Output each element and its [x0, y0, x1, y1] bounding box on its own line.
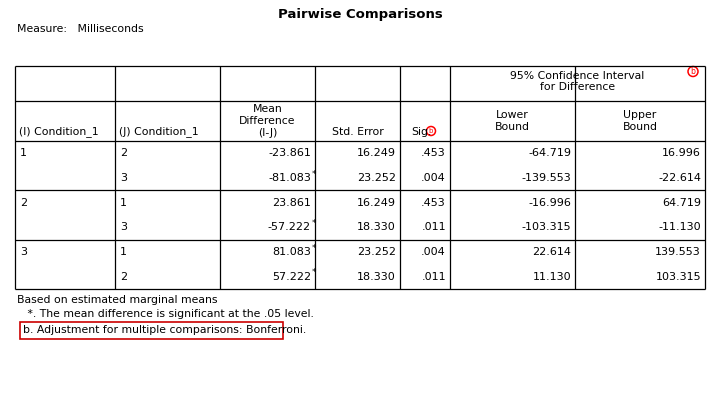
Text: -22.614: -22.614 [658, 173, 701, 183]
Text: 22.614: 22.614 [532, 247, 571, 257]
Text: 1: 1 [20, 148, 27, 158]
Text: -103.315: -103.315 [521, 222, 571, 232]
Text: -139.553: -139.553 [521, 173, 571, 183]
Text: -57.222: -57.222 [268, 222, 311, 232]
Text: Std. Error: Std. Error [332, 127, 383, 137]
Text: (I) Condition_1: (I) Condition_1 [19, 126, 99, 137]
Text: .453: .453 [421, 198, 446, 208]
Text: 81.083: 81.083 [272, 247, 311, 257]
Text: (J) Condition_1: (J) Condition_1 [119, 126, 199, 137]
Text: 3: 3 [120, 173, 127, 183]
Text: 57.222: 57.222 [272, 272, 311, 282]
Text: Sig.: Sig. [411, 127, 431, 137]
Text: 16.249: 16.249 [357, 198, 396, 208]
Text: Lower
Bound: Lower Bound [495, 110, 530, 132]
Text: Upper
Bound: Upper Bound [623, 110, 657, 132]
Text: 16.249: 16.249 [357, 148, 396, 158]
Text: 3: 3 [20, 247, 27, 257]
Text: .011: .011 [421, 272, 446, 282]
Text: Measure:   Milliseconds: Measure: Milliseconds [17, 24, 143, 34]
Text: 2: 2 [20, 198, 27, 208]
Text: 1: 1 [120, 247, 127, 257]
Text: *: * [312, 219, 317, 228]
Text: *: * [312, 268, 317, 277]
Text: 103.315: 103.315 [655, 272, 701, 282]
Text: b: b [690, 67, 696, 76]
Text: Pairwise Comparisons: Pairwise Comparisons [278, 8, 442, 21]
Text: .453: .453 [421, 148, 446, 158]
Text: 2: 2 [120, 272, 127, 282]
Text: 2: 2 [120, 148, 127, 158]
Text: 3: 3 [120, 222, 127, 232]
Text: *. The mean difference is significant at the .05 level.: *. The mean difference is significant at… [17, 309, 314, 319]
Text: 23.861: 23.861 [272, 198, 311, 208]
Text: 23.252: 23.252 [357, 173, 396, 183]
Text: 23.252: 23.252 [357, 247, 396, 257]
Text: 16.996: 16.996 [662, 148, 701, 158]
Text: 139.553: 139.553 [655, 247, 701, 257]
Text: -16.996: -16.996 [528, 198, 571, 208]
Text: 1: 1 [120, 198, 127, 208]
Text: -11.130: -11.130 [658, 222, 701, 232]
Text: Based on estimated marginal means: Based on estimated marginal means [17, 295, 217, 305]
Text: .004: .004 [421, 173, 446, 183]
Text: -23.861: -23.861 [268, 148, 311, 158]
Text: 18.330: 18.330 [357, 272, 396, 282]
Text: .011: .011 [421, 222, 446, 232]
Text: -81.083: -81.083 [268, 173, 311, 183]
Text: *: * [312, 244, 317, 253]
Text: .004: .004 [421, 247, 446, 257]
Text: b: b [429, 128, 433, 134]
Text: -64.719: -64.719 [528, 148, 571, 158]
Text: *: * [312, 169, 317, 179]
Text: Mean
Difference
(I-J): Mean Difference (I-J) [239, 105, 296, 137]
Text: b. Adjustment for multiple comparisons: Bonferroni.: b. Adjustment for multiple comparisons: … [23, 325, 306, 335]
Text: 64.719: 64.719 [662, 198, 701, 208]
Text: 11.130: 11.130 [532, 272, 571, 282]
Text: 18.330: 18.330 [357, 222, 396, 232]
Text: 95% Confidence Interval
for Difference: 95% Confidence Interval for Difference [510, 71, 644, 92]
